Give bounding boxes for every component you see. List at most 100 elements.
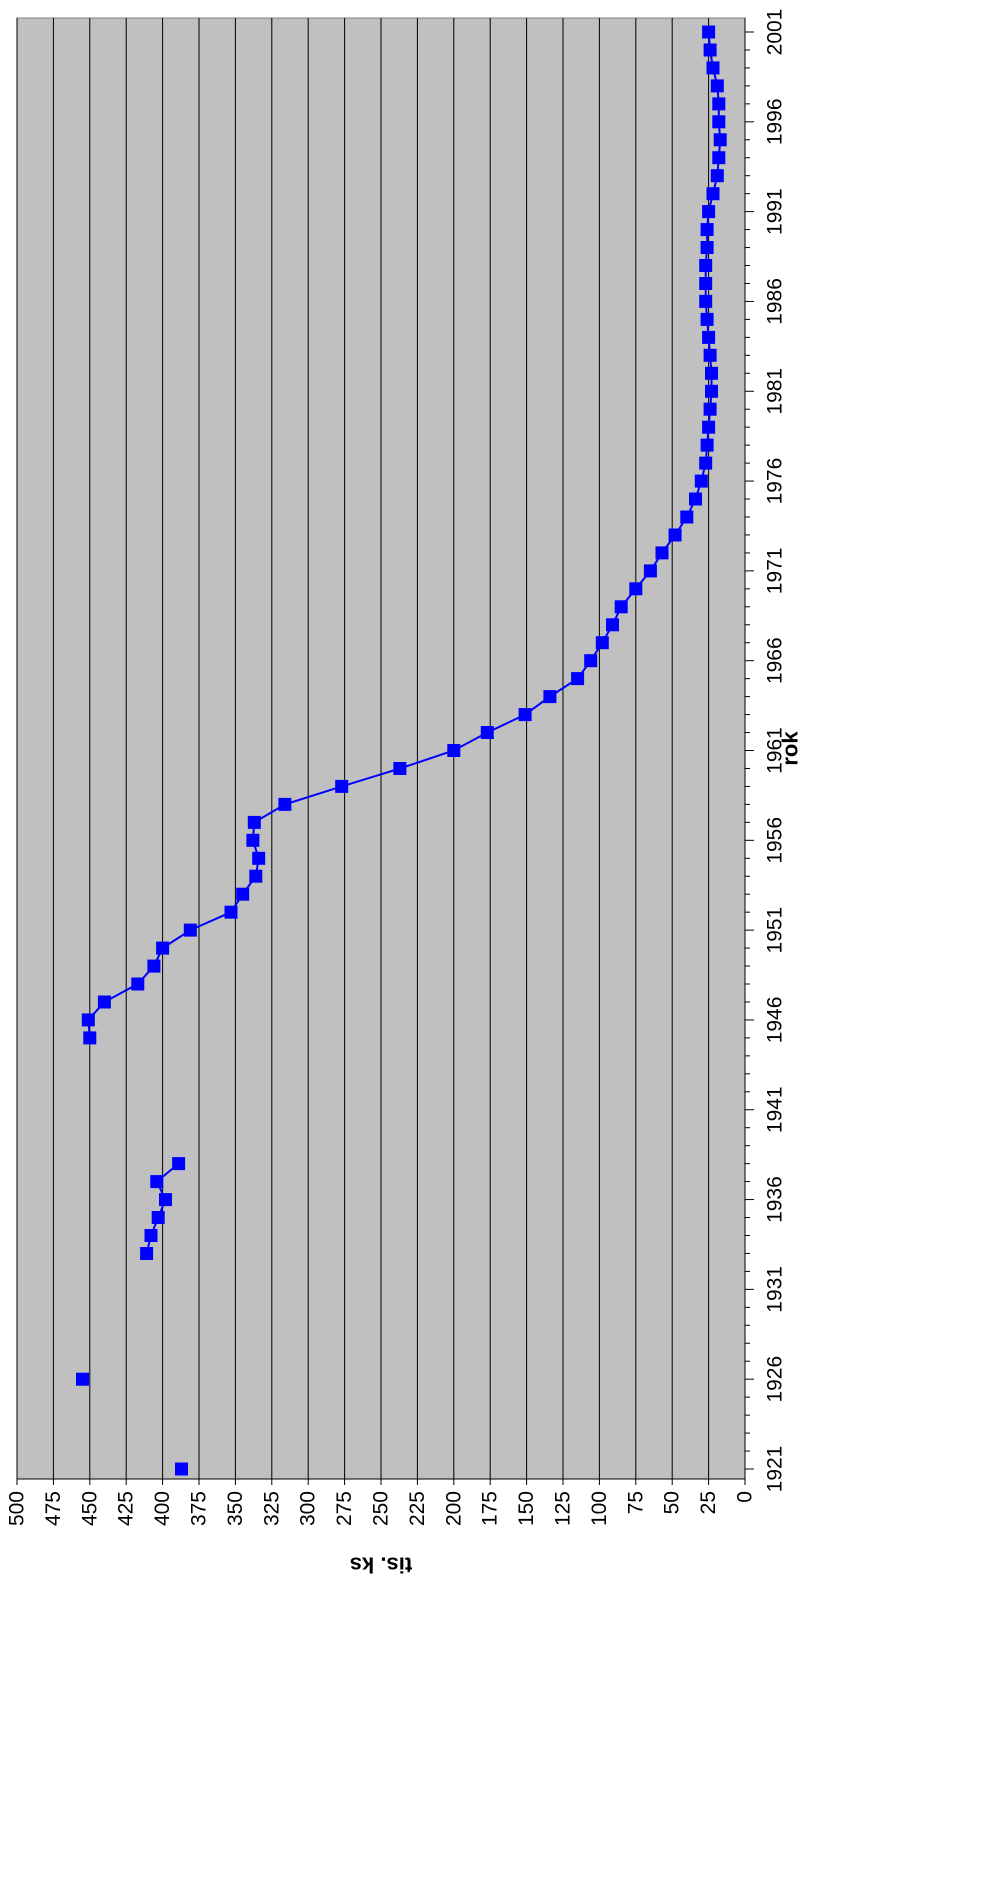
x-tick-label: 1981	[764, 368, 787, 415]
data-point	[224, 905, 238, 919]
x-tick-label: 1971	[764, 548, 787, 595]
data-point	[694, 474, 708, 488]
data-point	[699, 259, 713, 272]
x-tick-label: 1976	[764, 458, 787, 505]
y-axis-title: tis. ks	[350, 1553, 412, 1578]
x-tick-label: 1921	[764, 1446, 787, 1493]
data-point	[83, 1031, 97, 1045]
y-tick-label: 50	[661, 1491, 684, 1514]
data-point	[710, 169, 724, 183]
data-point	[712, 151, 726, 165]
data-point	[713, 133, 727, 147]
data-point	[700, 223, 714, 237]
data-point	[655, 546, 669, 560]
axes	[16, 18, 754, 1485]
x-tick-labels: 1921 1926 1931 1936 1941 1946 1951 1956 1961 1966…	[764, 9, 787, 1493]
data-point	[236, 887, 250, 901]
data-point	[246, 833, 260, 847]
data-point	[571, 672, 585, 686]
data-point	[247, 815, 261, 829]
data-point	[702, 420, 716, 434]
data-point	[543, 690, 557, 704]
data-point	[710, 79, 724, 93]
data-point	[144, 1229, 158, 1242]
data-point	[518, 708, 532, 722]
grid-lines	[16, 18, 710, 1479]
data-point	[151, 1211, 165, 1224]
y-tick-label: 275	[333, 1491, 356, 1526]
y-tick-label: 175	[479, 1491, 502, 1526]
data-point	[705, 384, 718, 398]
data-point	[278, 797, 292, 811]
data-point	[447, 744, 461, 757]
data-point	[172, 1157, 186, 1171]
data-point	[183, 923, 197, 937]
data-point	[700, 312, 714, 326]
y-tick-label: 75	[624, 1491, 647, 1514]
data-point	[703, 402, 717, 416]
y-tick-label: 225	[406, 1491, 429, 1526]
y-tick-labels: 0 25 50 75 100 125 150 175 200 225 250 275 300 325 350…	[6, 1491, 757, 1526]
data-point	[699, 277, 713, 290]
data-point	[140, 1247, 154, 1260]
data-point	[700, 438, 714, 452]
data-point	[699, 456, 713, 470]
x-tick-label: 1986	[764, 278, 787, 325]
x-tick-label: 1936	[764, 1176, 787, 1223]
data-point	[702, 330, 716, 344]
y-tick-label: 325	[260, 1491, 283, 1526]
data-point	[175, 1462, 188, 1476]
x-tick-label: 1996	[764, 98, 787, 145]
data-point	[606, 618, 619, 632]
y-tick-label: 100	[588, 1491, 611, 1526]
data-point	[712, 97, 726, 111]
x-tick-label: 2001	[764, 9, 787, 56]
data-point	[335, 779, 349, 793]
data-point	[595, 636, 609, 650]
x-tick-label: 1931	[764, 1266, 787, 1313]
x-tick-label: 1991	[764, 188, 787, 235]
data-point	[480, 726, 494, 739]
y-tick-label: 25	[697, 1491, 720, 1514]
y-tick-label: 400	[151, 1491, 174, 1526]
data-point	[614, 600, 628, 614]
x-tick-label: 1966	[764, 637, 787, 684]
y-tick-label: 300	[297, 1491, 320, 1526]
data-point	[703, 348, 717, 362]
data-point	[131, 977, 145, 991]
y-tick-label: 425	[115, 1491, 138, 1526]
x-tick-label: 1926	[764, 1356, 787, 1403]
y-tick-label: 450	[78, 1491, 101, 1526]
y-tick-label: 125	[552, 1491, 575, 1526]
data-point	[156, 941, 170, 955]
x-tick-label: 1951	[764, 907, 787, 954]
data-point	[81, 1013, 95, 1027]
data-point	[97, 995, 111, 1009]
data-point	[76, 1372, 89, 1386]
x-tick-label: 1946	[764, 997, 787, 1044]
y-tick-label: 0	[734, 1491, 757, 1503]
data-point	[689, 492, 702, 506]
data-point	[680, 510, 694, 524]
data-point	[252, 851, 266, 865]
data-point	[584, 654, 598, 668]
data-point	[700, 241, 714, 254]
x-tick-label: 1941	[764, 1086, 787, 1133]
x-axis-title: rok	[778, 731, 803, 766]
series-markers	[76, 25, 727, 1476]
data-point	[702, 205, 716, 219]
y-tick-label: 150	[515, 1491, 538, 1526]
y-tick-label: 375	[188, 1491, 211, 1526]
data-point	[712, 115, 726, 129]
data-point	[706, 61, 720, 75]
data-point	[705, 366, 718, 380]
data-point	[150, 1175, 164, 1189]
data-point	[159, 1193, 172, 1207]
y-tick-label: 250	[370, 1491, 393, 1526]
data-point	[393, 762, 407, 775]
data-point	[147, 959, 161, 973]
y-tick-label: 350	[224, 1491, 247, 1526]
data-point	[249, 869, 263, 883]
y-tick-label: 475	[42, 1491, 65, 1526]
